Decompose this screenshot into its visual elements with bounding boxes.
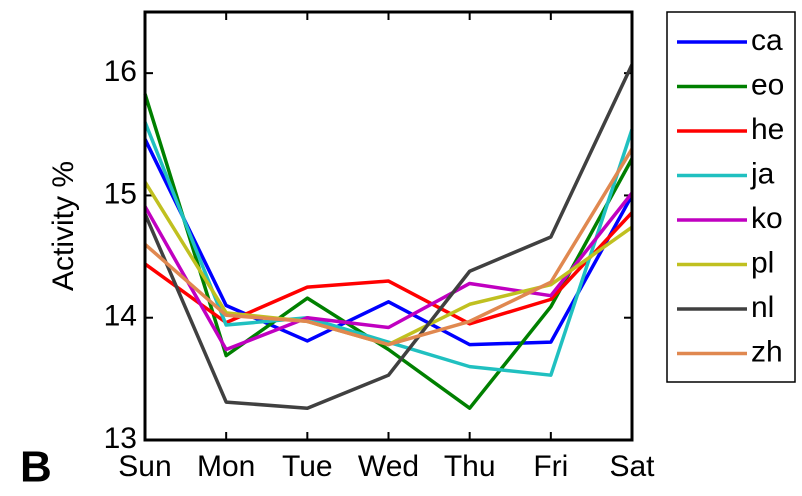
- legend-label: pl: [751, 246, 774, 279]
- y-axis-label: Activity %: [47, 161, 80, 291]
- x-tick-label: Sun: [118, 450, 171, 483]
- legend-box: [666, 11, 796, 383]
- plot-frame: [143, 10, 634, 442]
- y-tick-label: 15: [104, 177, 137, 210]
- x-tick-label: Tue: [282, 450, 333, 483]
- legend-label: nl: [751, 291, 774, 324]
- series-line: [143, 93, 634, 410]
- legend-label: zh: [751, 335, 783, 368]
- series-line: [143, 191, 634, 352]
- x-tick-label: Thu: [444, 450, 496, 483]
- series-line: [143, 148, 634, 347]
- panel-label: B: [20, 443, 52, 492]
- x-tick-label: Mon: [197, 450, 255, 483]
- legend-label: eo: [751, 68, 784, 101]
- series-line: [143, 121, 634, 377]
- x-tick-label: Fri: [533, 450, 568, 483]
- x-tick-label: Wed: [358, 450, 419, 483]
- y-tick-label: 13: [104, 422, 137, 455]
- legend-label: ja: [750, 157, 775, 190]
- x-tick-label: Sat: [609, 450, 655, 483]
- series-line: [143, 181, 634, 347]
- legend-label: he: [751, 113, 784, 146]
- y-tick-label: 14: [104, 300, 137, 333]
- series-line: [143, 63, 634, 410]
- legend-label: ko: [751, 202, 783, 235]
- series-line: [143, 138, 634, 347]
- y-tick-label: 16: [104, 55, 137, 88]
- legend-label: ca: [751, 24, 783, 57]
